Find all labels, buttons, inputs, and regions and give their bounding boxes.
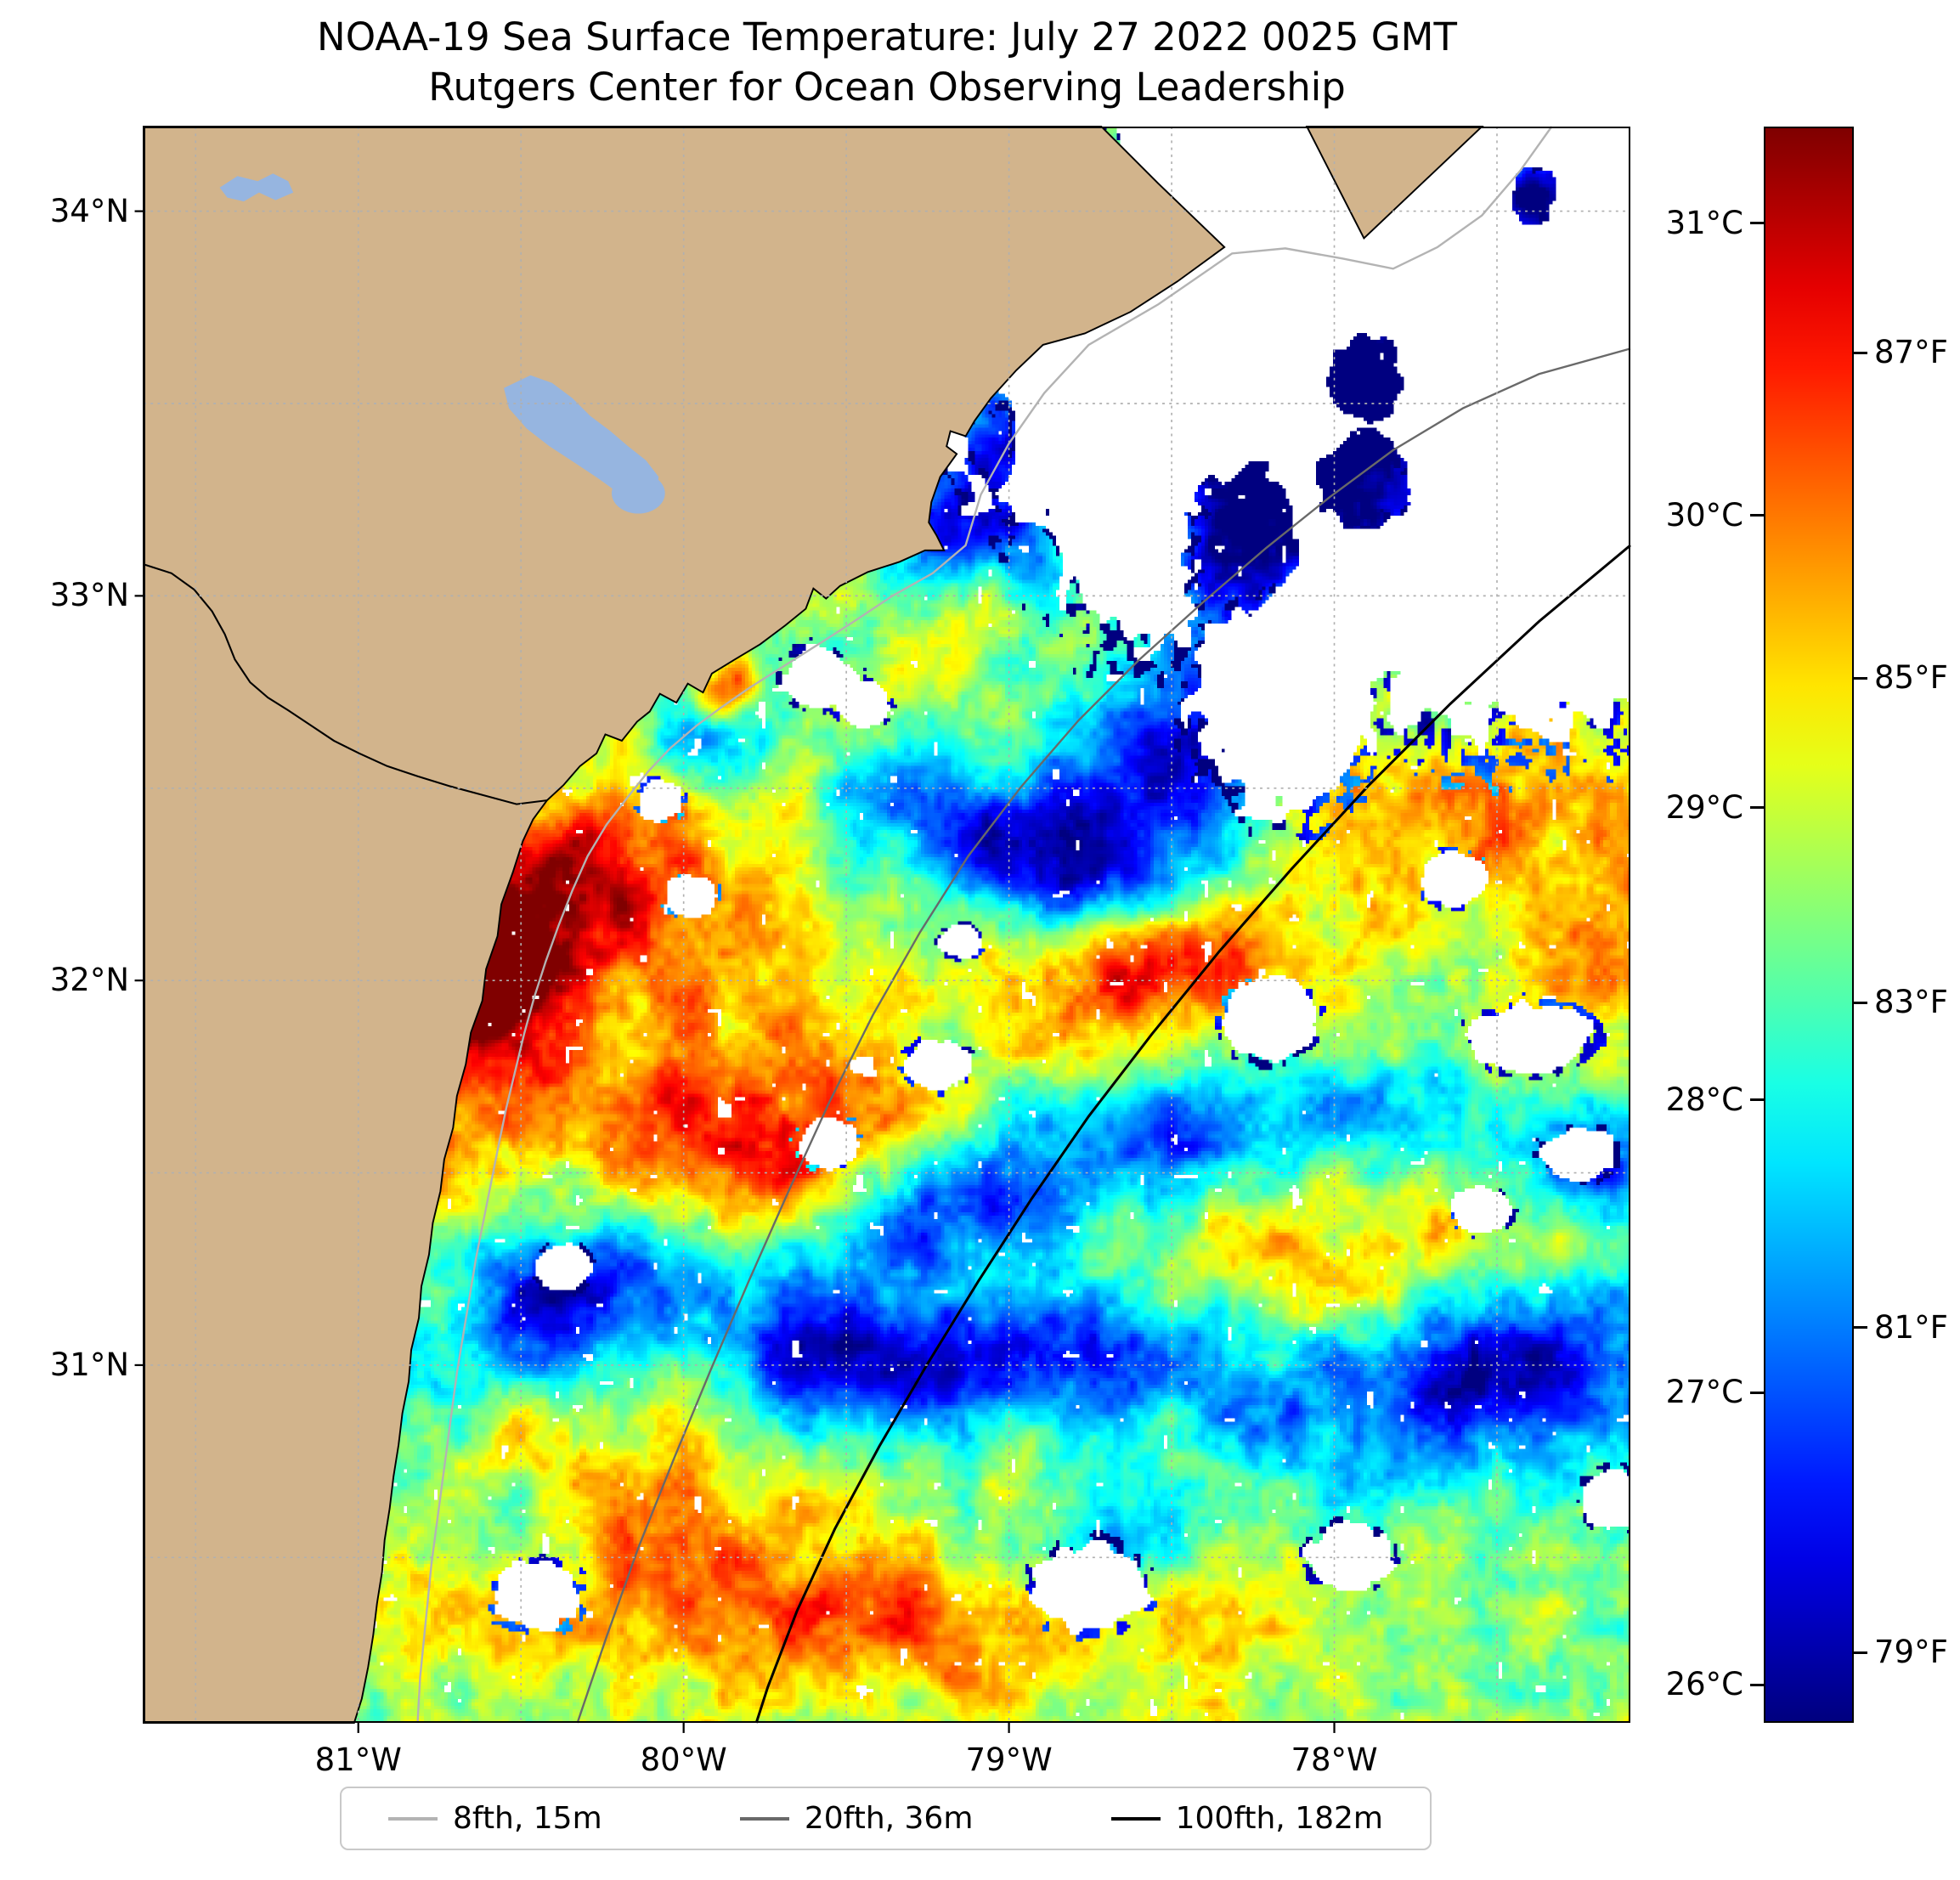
legend-line-182m-icon — [1110, 1816, 1161, 1821]
map-overlay — [134, 126, 1631, 1733]
land-polygon — [143, 126, 1226, 1724]
figure-title: NOAA-19 Sea Surface Temperature: July 27… — [144, 12, 1630, 113]
contour-100fathom-182m — [754, 544, 1631, 1724]
legend-line-36m-icon — [739, 1816, 789, 1821]
colorbar-celsius-label-31: 31°C — [1665, 204, 1743, 241]
colorbar-fahrenheit-label-83°F: 83°F — [1874, 984, 1948, 1021]
y-tick-label-34: 34°N — [49, 192, 129, 229]
depth-contour-legend: 8fth, 15m 20fth, 36m 100fth, 182m — [340, 1787, 1432, 1850]
title-line-1: NOAA-19 Sea Surface Temperature: July 27… — [317, 14, 1457, 59]
colorbar-fahrenheit-tick-85°F — [1854, 676, 1867, 680]
y-tick-label-33: 33°N — [49, 577, 129, 614]
colorbar-celsius-label-27: 27°C — [1665, 1374, 1743, 1411]
colorbar-celsius-tick-29 — [1750, 806, 1764, 810]
legend-label-15m: 8fth, 15m — [453, 1801, 602, 1836]
legend-label-182m: 100fth, 182m — [1175, 1801, 1383, 1836]
colorbar-celsius-tick-27 — [1750, 1391, 1764, 1394]
gridlines — [144, 127, 1630, 1723]
axis-ticks — [134, 210, 1336, 1733]
colorbar-celsius-label-26: 26°C — [1665, 1666, 1743, 1703]
contour-8fathom-15m — [416, 126, 1553, 1724]
legend-item-36m: 20fth, 36m — [739, 1801, 974, 1836]
legend-item-182m: 100fth, 182m — [1110, 1801, 1383, 1836]
y-tick-label-31: 31°N — [49, 1346, 129, 1383]
colorbar-celsius-tick-30 — [1750, 514, 1764, 517]
y-tick-label-32: 32°N — [49, 962, 129, 999]
colorbar-celsius-label-29: 29°C — [1665, 788, 1743, 826]
colorbar-fahrenheit-label-85°F: 85°F — [1874, 659, 1948, 697]
x-tick-label--78: 78°W — [1291, 1742, 1378, 1778]
colorbar-fahrenheit-tick-81°F — [1854, 1326, 1867, 1330]
title-line-2: Rutgers Center for Ocean Observing Leade… — [428, 65, 1346, 110]
x-tick-label--81: 81°W — [314, 1742, 402, 1778]
contour-20fathom-36m — [576, 347, 1631, 1724]
x-tick-label--80: 80°W — [640, 1742, 727, 1778]
legend-item-15m: 8fth, 15m — [388, 1801, 602, 1836]
colorbar-celsius-tick-28 — [1750, 1098, 1764, 1102]
colorbar-fahrenheit-tick-79°F — [1854, 1651, 1867, 1654]
lake-murray — [219, 173, 294, 202]
legend-line-15m-icon — [388, 1816, 438, 1821]
colorbar-celsius-label-30: 30°C — [1665, 496, 1743, 534]
river-line — [143, 563, 547, 805]
colorbar-fahrenheit-tick-87°F — [1854, 351, 1867, 354]
cape-east-land — [1305, 126, 1484, 240]
colorbar-fahrenheit-tick-83°F — [1854, 1001, 1867, 1004]
lake-marion — [504, 375, 659, 505]
colorbar-celsius-label-28: 28°C — [1665, 1081, 1743, 1118]
colorbar-celsius-tick-31 — [1750, 222, 1764, 225]
x-tick-label--79: 79°W — [965, 1742, 1053, 1778]
colorbar-fahrenheit-label-79°F: 79°F — [1874, 1634, 1948, 1671]
lake-moultrie — [611, 472, 665, 514]
colorbar-celsius-tick-26 — [1750, 1683, 1764, 1686]
legend-label-36m: 20fth, 36m — [804, 1801, 974, 1836]
sst-map — [134, 126, 1631, 1733]
colorbar — [1764, 127, 1854, 1723]
colorbar-fahrenheit-label-81°F: 81°F — [1874, 1308, 1948, 1346]
colorbar-fahrenheit-label-87°F: 87°F — [1874, 334, 1948, 371]
